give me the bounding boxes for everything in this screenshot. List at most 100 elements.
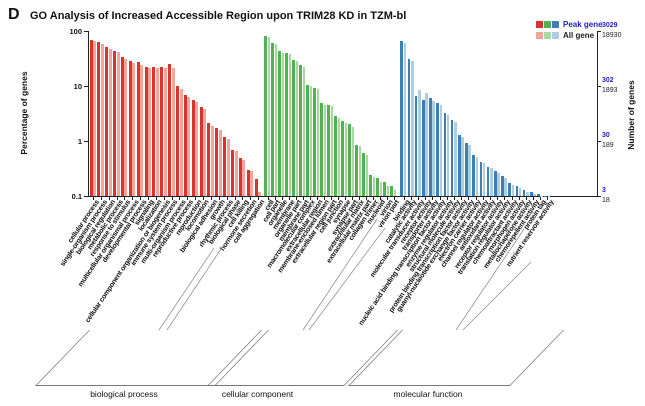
x-tick bbox=[116, 197, 118, 200]
all-gene-bar-cell-junction bbox=[337, 118, 341, 196]
peak-gene-bar-chemoattractant-activity bbox=[508, 183, 511, 196]
all-gene-bar-protein-binding-transcription-factor-activity bbox=[461, 136, 464, 196]
all-gene-bar-hormone-secretion bbox=[250, 171, 254, 196]
right-axis-peak-count: 302 bbox=[602, 77, 614, 84]
x-tick bbox=[140, 197, 142, 200]
x-tick bbox=[410, 197, 412, 200]
x-tick bbox=[547, 197, 549, 200]
x-tick bbox=[403, 197, 405, 200]
peak-gene-bar-guanyl-nucleotide-exchange-factor-activity bbox=[465, 143, 468, 196]
all-gene-bar-channel-regulator-activity bbox=[482, 162, 486, 196]
all-gene-bar-biological-phase bbox=[234, 151, 238, 196]
x-tick bbox=[124, 197, 126, 200]
all-gene-bar-biological-adhesion bbox=[210, 125, 214, 196]
right-axis-peak-count: 30 bbox=[602, 132, 610, 139]
all-green-swatch bbox=[544, 32, 551, 39]
all-gene-bar-cellular-component-organization-or-biogenesis bbox=[163, 67, 167, 196]
peak-gene-bar-translation-regulator-activity bbox=[501, 176, 504, 196]
x-tick bbox=[518, 197, 520, 200]
peak-gene-bar-macromolecular-complex bbox=[306, 84, 310, 196]
peak-gene-bar-developmental-process bbox=[136, 62, 140, 196]
legend-row-peak: Peak gene bbox=[536, 19, 603, 30]
x-tick bbox=[393, 197, 395, 200]
all-gene-bar-virion-part bbox=[393, 189, 397, 196]
x-tick bbox=[171, 197, 173, 200]
peak-gene-bar-binding bbox=[400, 40, 404, 196]
all-gene-bar-extracellular-matrix-part bbox=[365, 155, 369, 196]
chart-title: GO Analysis of Increased Accessible Regi… bbox=[30, 10, 407, 22]
all-gene-bar-transporter-activity bbox=[432, 101, 436, 196]
all-red-swatch bbox=[536, 32, 543, 39]
x-tick bbox=[295, 197, 297, 200]
x-tick bbox=[425, 197, 427, 200]
x-tick bbox=[203, 197, 204, 200]
x-tick bbox=[461, 197, 463, 200]
all-gene-bar-membrane-part bbox=[302, 67, 306, 196]
peak-gene-bar-organelle bbox=[278, 51, 282, 196]
x-tick bbox=[179, 197, 181, 200]
x-tick bbox=[525, 197, 527, 200]
all-gene-bar-rhythmic-process bbox=[226, 138, 230, 196]
peak-gene-bar-cell-part bbox=[271, 43, 275, 196]
right-axis-tick bbox=[597, 31, 601, 32]
peak-gene-bar-growth bbox=[215, 128, 219, 196]
x-tick bbox=[163, 197, 165, 200]
peak-gene-bar-synapse bbox=[341, 121, 345, 196]
x-tick bbox=[475, 197, 477, 200]
x-tick bbox=[92, 197, 94, 200]
peak-blue-swatch bbox=[552, 21, 559, 28]
all-gene-bar-extracellular-region bbox=[316, 89, 320, 196]
peak-gene-bar-morphogen-activity bbox=[515, 186, 519, 196]
all-gene-bar-multi-organism-process bbox=[179, 88, 183, 196]
x-tick bbox=[316, 197, 318, 200]
x-tick bbox=[108, 197, 110, 200]
peak-gene-bar-extracellular-matrix-part bbox=[362, 153, 366, 196]
all-gene-bar-cellular-process bbox=[93, 40, 96, 196]
x-tick bbox=[372, 197, 374, 200]
x-tick bbox=[365, 197, 367, 200]
peak-gene-bar-catalytic-activity bbox=[407, 59, 411, 196]
right-axis-tick bbox=[597, 86, 601, 87]
peak-gene-bar-biological-adhesion bbox=[207, 123, 211, 196]
all-gene-bar-metallochaperone-activity bbox=[525, 191, 529, 196]
peak-gene-bar-localization bbox=[152, 66, 156, 196]
all-gene-bar-cell-aggregation bbox=[258, 191, 262, 196]
all-gene-bar-protein-tag bbox=[540, 195, 543, 196]
x-tick bbox=[446, 197, 448, 200]
peak-gene-bar-extracellular-region-part bbox=[327, 104, 331, 196]
all-gene-bar-metabolic-process bbox=[116, 52, 120, 196]
x-tick bbox=[453, 197, 455, 200]
left-axis-tick bbox=[84, 196, 88, 197]
all-gene-bar-catalytic-activity bbox=[410, 61, 414, 196]
x-tick bbox=[330, 197, 332, 200]
right-axis-line bbox=[597, 31, 598, 197]
all-gene-bar-extracellular-matrix bbox=[358, 146, 362, 196]
all-gene-bar-single-organism-process bbox=[100, 44, 104, 196]
peak-gene-bar-reproduction bbox=[191, 99, 195, 196]
x-tick bbox=[533, 197, 534, 200]
all-gene-bar-membrane bbox=[288, 54, 292, 196]
peak-gene-bar-membrane-part bbox=[299, 65, 303, 196]
legend-row-all: All gene bbox=[536, 30, 603, 41]
left-axis-tick bbox=[84, 86, 88, 87]
all-gene-bar-locomotion bbox=[203, 108, 207, 196]
peak-gene-bar-cellular-component-organization-or-biogenesis bbox=[160, 66, 164, 196]
x-tick bbox=[323, 197, 325, 200]
peak-gene-bar-nucleic-acid-binding-transcription-factor-activity bbox=[436, 103, 440, 196]
peak-gene-bar-extracellular-region bbox=[313, 88, 317, 196]
x-tick bbox=[288, 197, 290, 200]
right-axis-all-count: 18 bbox=[602, 197, 610, 204]
all-gene-bar-response-to-stimulus bbox=[124, 59, 128, 196]
x-tick bbox=[351, 197, 353, 200]
peak-gene-bar-multi-organism-process bbox=[176, 86, 179, 196]
left-axis-tick bbox=[84, 141, 88, 142]
group-label-cellular-component: cellular component bbox=[221, 389, 294, 399]
right-axis-tick bbox=[597, 141, 601, 142]
all-gene-bar-nutrient-reservoir-activity bbox=[547, 195, 551, 196]
peak-gene-bar-immune-system-process bbox=[168, 64, 172, 196]
all-gene-bar-virion bbox=[386, 186, 390, 196]
all-gene-bar-macromolecular-complex bbox=[309, 86, 313, 196]
peak-gene-bar-reproductive-process bbox=[183, 94, 187, 196]
peak-gene-bar-protein-tag bbox=[537, 193, 540, 196]
